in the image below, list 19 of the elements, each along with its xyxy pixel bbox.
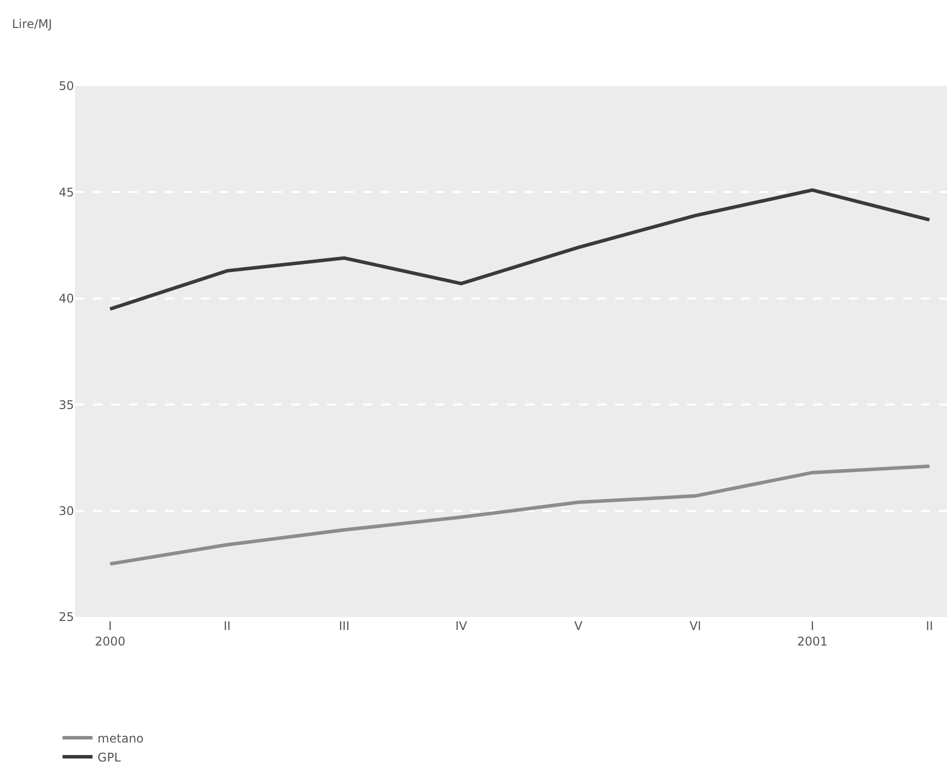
x-tick-label: I 2000 — [94, 619, 126, 649]
x-tick-label: IV — [455, 619, 468, 633]
y-tick-label: 40 — [58, 292, 74, 306]
y-tick-label: 50 — [58, 79, 74, 94]
x-tick-label: II — [926, 619, 933, 633]
x-tick-label: II — [224, 619, 231, 633]
y-tick-label: 45 — [58, 185, 74, 200]
y-tick-label: 25 — [58, 610, 74, 624]
legend-label: GPL — [98, 750, 122, 764]
y-axis-title: Lire/MJ — [12, 17, 52, 31]
x-tick-label: V — [574, 619, 584, 633]
legend-label: metano — [98, 731, 144, 746]
y-tick-label: 35 — [58, 398, 74, 412]
line-series — [108, 464, 932, 566]
x-tick-label: VI — [689, 619, 702, 633]
x-tick-label: III — [338, 619, 350, 633]
x-tick-label: I 2001 — [797, 619, 828, 649]
y-tick-label: 30 — [58, 504, 74, 518]
line-series — [108, 188, 932, 311]
